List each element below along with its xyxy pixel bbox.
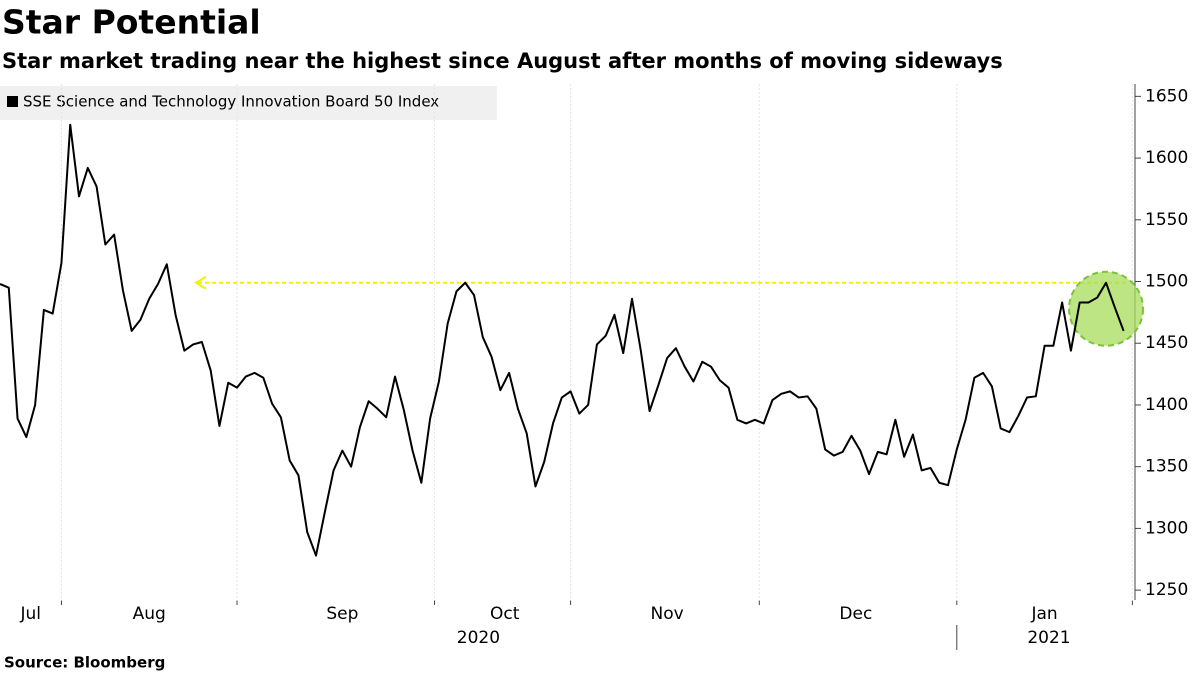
y-tick-label: 1600 (1145, 148, 1188, 168)
y-tick-label: 1300 (1145, 518, 1188, 538)
legend-swatch (7, 96, 18, 107)
chart-subtitle: Star market trading near the highest sin… (2, 49, 1003, 73)
y-tick-label: 1550 (1145, 210, 1188, 230)
legend-label: SSE Science and Technology Innovation Bo… (23, 93, 439, 111)
x-tick-label: Aug (133, 604, 166, 624)
x-tick-label: Sep (326, 604, 358, 624)
source: Source: Bloomberg (4, 654, 165, 672)
data-line (0, 123, 1125, 557)
y-tick-label: 1500 (1145, 272, 1188, 292)
highlight-circle (1068, 270, 1145, 347)
reference-arrow (194, 275, 207, 290)
x-tick-label: Jan (1030, 604, 1057, 624)
x-tick-label: Nov (651, 604, 684, 624)
y-tick-label: 1450 (1145, 333, 1188, 353)
x-tick-label: Jul (19, 604, 41, 624)
year-label: 2021 (1027, 628, 1070, 648)
x-tick-label: Dec (839, 604, 872, 624)
y-tick-label: 1650 (1145, 86, 1188, 106)
y-tick-label: 1350 (1145, 457, 1188, 477)
y-tick-label: 1250 (1145, 580, 1188, 600)
chart-title: Star Potential (2, 3, 261, 42)
year-label: 2020 (457, 628, 500, 648)
y-tick-label: 1400 (1145, 395, 1188, 415)
legend-box (0, 86, 497, 120)
x-tick-label: Oct (490, 604, 520, 624)
